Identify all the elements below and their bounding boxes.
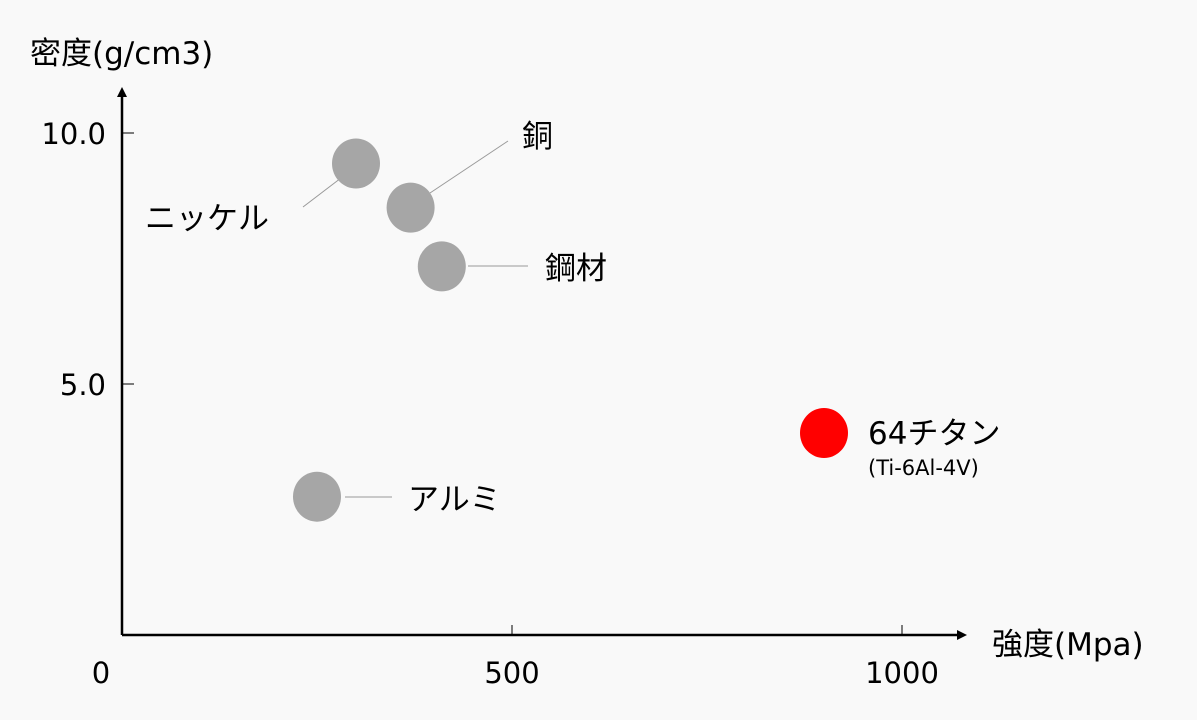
data-point [332,138,380,189]
y-tick-label: 5.0 [60,368,106,402]
x-tick-label: 500 [484,656,539,690]
point-label: 銅 [522,119,553,155]
x-tick-label: 0 [92,656,110,690]
point-sublabel: (Ti-6Al-4V) [868,456,979,480]
y-axis-label: 密度(g/cm3) [30,36,213,72]
data-point [386,182,435,233]
point-label: 鋼材 [545,251,607,287]
leader-line [302,177,342,208]
point-label: ニッケル [145,201,269,237]
x-axis-label: 強度(Mpa) [992,627,1144,663]
point-label: アルミ [408,482,501,518]
point-label: 64チタン [868,416,1000,452]
x-tick-label: 1000 [865,656,939,690]
data-point [293,471,341,522]
leader-line [429,140,509,194]
data-point [417,241,466,292]
y-tick-label: 10.0 [41,117,106,151]
data-point [800,408,848,458]
